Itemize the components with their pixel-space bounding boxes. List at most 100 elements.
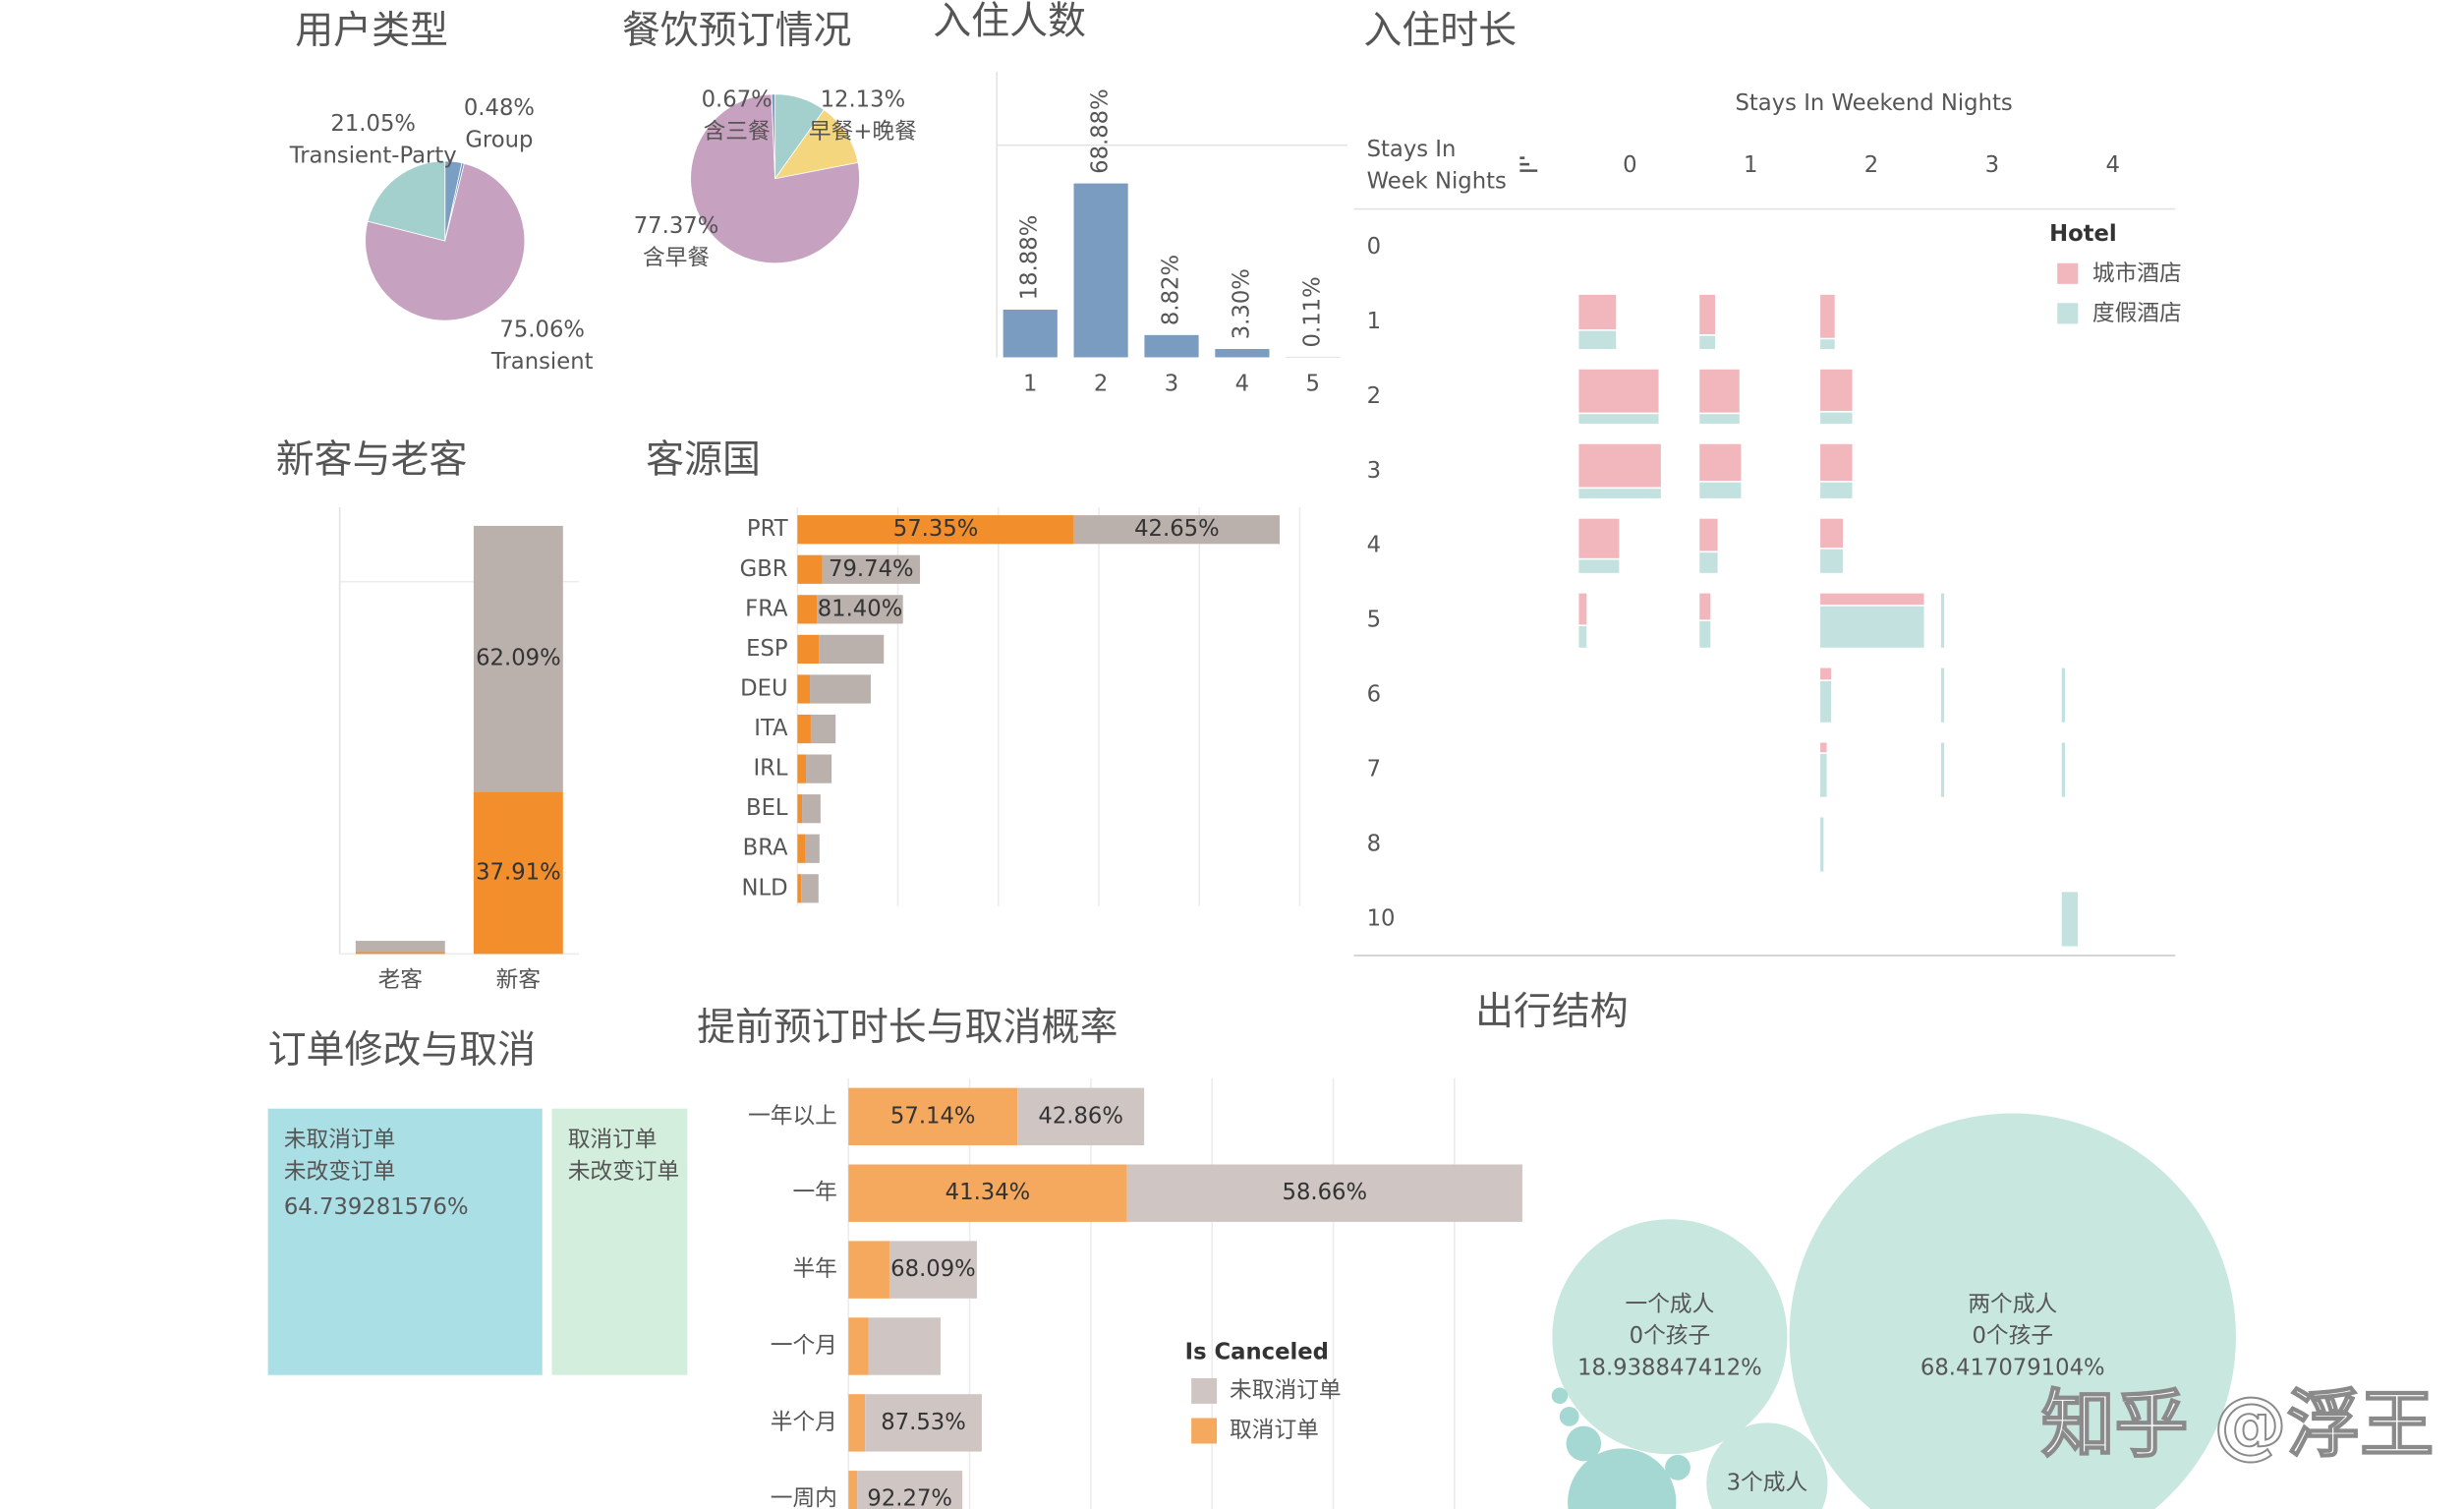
chart-title: 入住人数	[933, 0, 1086, 43]
segment-label: 42.65%	[1134, 516, 1220, 542]
segment-label: 58.66%	[1283, 1180, 1368, 1205]
bubble-label: 3个成人	[1727, 1471, 1808, 1496]
mosaic-cell	[1820, 339, 1835, 350]
pie-slice	[365, 162, 526, 321]
y-tick-label: 一年以上	[748, 1103, 837, 1129]
x-tick-label: 2	[1094, 372, 1108, 397]
sort-icon	[1519, 156, 1538, 172]
legend-swatch	[1191, 1418, 1218, 1444]
y-tick-label: 6	[1367, 682, 1381, 708]
bar-segment	[848, 1471, 858, 1509]
bar-segment	[797, 874, 802, 903]
y-tick-label: 8	[1367, 832, 1381, 857]
mosaic-cell	[1578, 330, 1617, 350]
mosaic-cell	[2061, 892, 2078, 947]
segment-label: 57.35%	[893, 516, 979, 542]
bar-segment	[355, 952, 445, 955]
legend-swatch	[2057, 303, 2079, 324]
y-tick-label: 半个月	[771, 1410, 837, 1435]
y-tick-label: 3	[1367, 458, 1381, 484]
y-tick-label: FRA	[745, 596, 788, 621]
mosaic-cell	[1699, 518, 1718, 551]
mosaic-cell	[1940, 667, 1945, 723]
bar-segment	[848, 1241, 889, 1299]
bubble	[1551, 1387, 1569, 1405]
mosaic-cell	[1820, 667, 1832, 680]
bar-segment	[797, 714, 811, 744]
bubble	[1665, 1454, 1690, 1480]
mosaic-cell	[1699, 443, 1742, 482]
y-tick-label: NLD	[741, 875, 787, 900]
x-tick-label: 0	[1623, 152, 1636, 178]
legend-label: 未取消订单	[1230, 1377, 1342, 1403]
bubble	[1566, 1425, 1602, 1462]
mosaic-cell	[1699, 621, 1711, 648]
bar-segment	[797, 794, 803, 824]
bar-segment	[810, 674, 871, 704]
bar-segment	[819, 634, 885, 665]
mosaic-cell	[1820, 294, 1835, 338]
mosaic-cell	[1578, 369, 1659, 413]
bubble	[1789, 1113, 2236, 1509]
bubble	[1706, 1422, 1828, 1509]
box-label: 未改变订单	[568, 1159, 680, 1185]
mosaic-cell	[1578, 559, 1620, 573]
x-tick-label: 1	[1744, 152, 1757, 178]
mosaic-cell	[1820, 443, 1853, 482]
slice-category-label: Transient	[490, 349, 594, 375]
bar-segment	[806, 754, 832, 784]
mosaic-cell	[1699, 294, 1716, 334]
segment-label: 62.09%	[476, 646, 561, 671]
chart-title: 新客与老客	[276, 438, 468, 483]
mosaic-cell	[1820, 593, 1924, 606]
bubble	[1552, 1219, 1788, 1455]
slice-category-label: Group	[465, 127, 533, 152]
bar-segment	[797, 515, 1074, 545]
segment-label: 87.53%	[881, 1410, 966, 1435]
x-tick-label: 3	[1165, 372, 1178, 397]
chart-title: 出行结构	[1475, 990, 1629, 1034]
mosaic-cell	[1820, 518, 1844, 549]
legend-swatch	[2057, 262, 2079, 284]
bar-segment	[857, 1471, 963, 1509]
box-label: 未取消订单	[284, 1128, 396, 1153]
bar	[1215, 348, 1270, 358]
mosaic-cell	[1940, 742, 1945, 797]
mosaic-cell	[1820, 482, 1853, 498]
y-tick-label: 半年	[792, 1256, 836, 1282]
bar-segment	[848, 1164, 1127, 1222]
y-tick-label: IRL	[753, 756, 787, 782]
bubble-label: 0个孩子	[1630, 1323, 1711, 1349]
segment-label: 37.91%	[476, 859, 561, 885]
y-axis-title: Stays In	[1367, 137, 1457, 162]
mosaic-cell	[1578, 626, 1587, 648]
mosaic-cell	[1578, 593, 1587, 625]
bar-segment	[473, 525, 563, 792]
slice-value-label: 75.06%	[499, 317, 585, 342]
y-tick-label: ITA	[754, 716, 788, 741]
bubble-label: 0个孩子	[1972, 1323, 2053, 1349]
chart-title: 客源国	[646, 438, 761, 483]
bar-segment	[888, 1241, 977, 1299]
bar-segment	[797, 554, 823, 584]
y-tick-label: 5	[1367, 608, 1381, 633]
x-tick-label: 新客	[496, 967, 541, 993]
mosaic-cell	[1699, 369, 1740, 413]
y-tick-label: 4	[1367, 533, 1381, 558]
segment-label: 81.40%	[818, 596, 903, 621]
legend-swatch	[1191, 1377, 1218, 1404]
box-value-label: 64.739281576%	[284, 1194, 469, 1220]
y-tick-label: 7	[1367, 757, 1381, 783]
bar-segment	[797, 674, 811, 704]
bar-segment	[355, 941, 445, 953]
mosaic-cell	[1820, 753, 1827, 797]
bubble	[1559, 1406, 1579, 1426]
bar-segment	[1126, 1164, 1522, 1222]
bar-segment	[865, 1394, 982, 1452]
segment-label: 68.09%	[890, 1256, 976, 1282]
y-tick-label: PRT	[747, 516, 788, 542]
bar	[1144, 334, 1199, 358]
bar-value-label: 18.88%	[1017, 215, 1043, 301]
y-tick-label: 0	[1367, 234, 1381, 260]
